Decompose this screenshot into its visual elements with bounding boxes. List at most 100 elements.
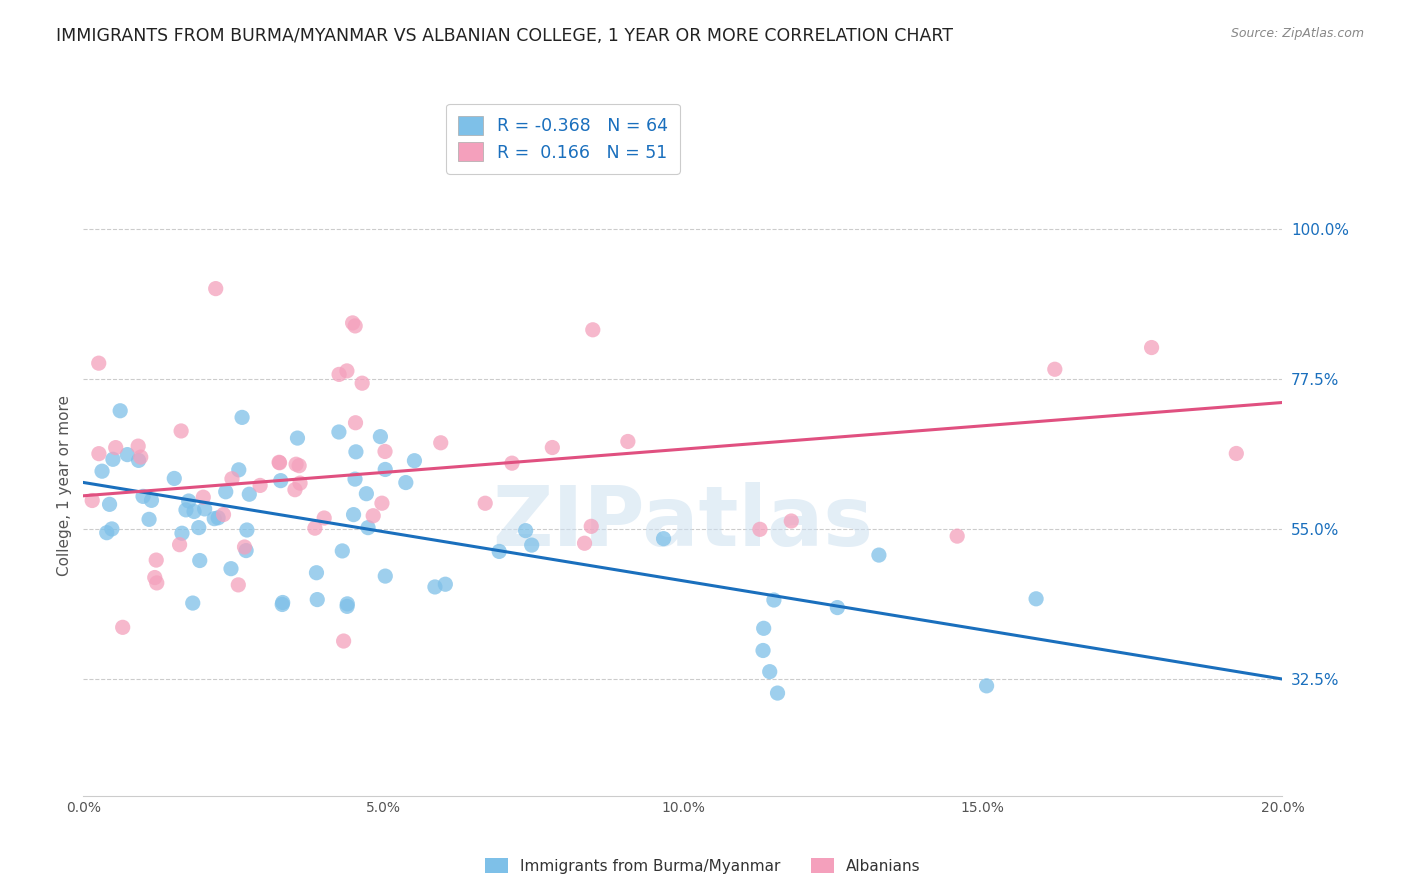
Point (249, 478, 271, 492)
Point (780, 514, 803, 528)
Point (288, 476, 311, 491)
Point (183, 504, 205, 518)
Point (169, 538, 191, 552)
Point (520, 538, 543, 552)
Point (193, 490, 215, 504)
Point (219, 562, 242, 576)
Point (652, 532, 675, 546)
Point (174, 503, 197, 517)
Point (501, 456, 523, 470)
Point (342, 316, 364, 330)
Point (145, 553, 167, 567)
Point (352, 376, 374, 391)
Point (111, 620, 134, 634)
Point (374, 444, 396, 458)
Point (146, 576, 169, 591)
Point (188, 553, 211, 567)
Point (128, 453, 150, 467)
Point (304, 521, 326, 535)
Point (868, 548, 890, 562)
Point (752, 643, 775, 657)
Point (976, 679, 998, 693)
Point (1043, 362, 1066, 376)
Point (231, 410, 253, 425)
Point (238, 487, 260, 501)
Point (270, 474, 292, 488)
Point (1225, 446, 1247, 460)
Point (1025, 591, 1047, 606)
Point (221, 472, 243, 486)
Point (138, 512, 160, 526)
Point (287, 431, 309, 445)
Point (194, 502, 217, 516)
Point (328, 425, 350, 439)
Point (330, 544, 353, 558)
Point (101, 452, 124, 467)
Point (762, 593, 785, 607)
Point (271, 595, 294, 609)
Point (96, 525, 118, 540)
Point (236, 523, 259, 537)
Point (143, 570, 166, 584)
Point (307, 592, 329, 607)
Point (177, 494, 200, 508)
Point (370, 429, 392, 443)
Point (233, 540, 256, 554)
Point (235, 543, 257, 558)
Point (215, 484, 238, 499)
Point (305, 566, 328, 580)
Point (108, 403, 131, 417)
Text: IMMIGRANTS FROM BURMA/MYANMAR VS ALBANIAN COLLEGE, 1 YEAR OR MORE CORRELATION CH: IMMIGRANTS FROM BURMA/MYANMAR VS ALBANIA… (56, 27, 953, 45)
Point (374, 462, 396, 476)
Point (269, 456, 291, 470)
Point (328, 368, 350, 382)
Point (488, 544, 510, 558)
Point (344, 472, 367, 486)
Point (170, 424, 193, 438)
Text: ZIPatlas: ZIPatlas (492, 483, 873, 564)
Point (202, 511, 225, 525)
Point (285, 457, 308, 471)
Point (515, 524, 537, 538)
Point (336, 597, 359, 611)
Point (181, 596, 204, 610)
Text: Source: ZipAtlas.com: Source: ZipAtlas.com (1230, 27, 1364, 40)
Point (314, 511, 336, 525)
Point (423, 580, 446, 594)
Point (163, 471, 186, 485)
Point (946, 529, 969, 543)
Point (288, 458, 311, 473)
Y-axis label: College, 1 year or more: College, 1 year or more (58, 395, 72, 576)
Point (271, 598, 294, 612)
Point (141, 493, 163, 508)
Point (101, 522, 124, 536)
Point (1140, 341, 1163, 355)
Point (541, 441, 564, 455)
Point (582, 323, 605, 337)
Point (574, 536, 596, 550)
Point (228, 463, 250, 477)
Point (87, 356, 110, 370)
Point (356, 486, 378, 500)
Point (98, 497, 121, 511)
Point (212, 508, 235, 522)
Point (332, 634, 354, 648)
Point (187, 520, 209, 534)
Legend: R = -0.368   N = 64, R =  0.166   N = 51: R = -0.368 N = 64, R = 0.166 N = 51 (446, 104, 679, 174)
Point (361, 508, 384, 523)
Point (395, 475, 418, 490)
Point (434, 577, 457, 591)
Point (752, 621, 775, 635)
Point (766, 686, 789, 700)
Point (204, 282, 226, 296)
Point (371, 496, 394, 510)
Point (344, 318, 367, 333)
Point (87, 447, 110, 461)
Point (226, 578, 249, 592)
Point (344, 445, 367, 459)
Point (404, 453, 426, 467)
Point (357, 521, 380, 535)
Point (132, 489, 155, 503)
Point (748, 522, 770, 536)
Point (207, 510, 229, 524)
